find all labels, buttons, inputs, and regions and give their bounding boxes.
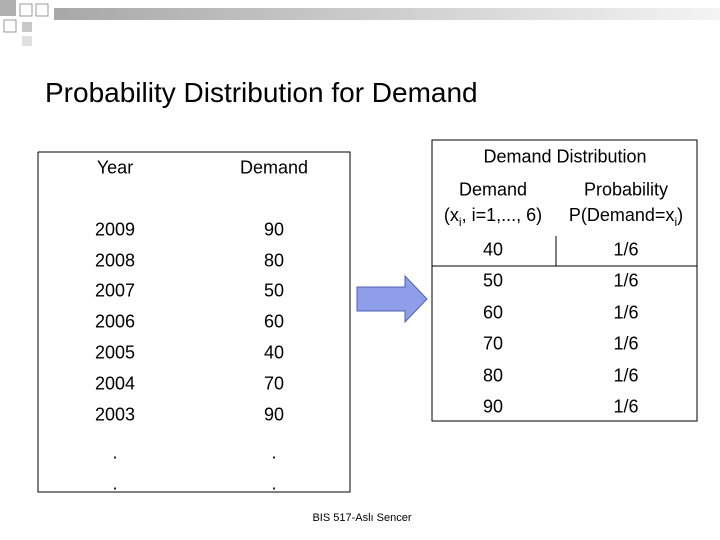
left-cell: 2009 <box>94 219 136 240</box>
left-cell: 50 <box>263 280 285 301</box>
right-cell: 1/6 <box>613 239 639 260</box>
deco-square <box>3 19 17 33</box>
left-cell: 70 <box>263 373 285 394</box>
left-cell: 40 <box>263 342 285 363</box>
left-cell: 2004 <box>94 373 136 394</box>
header-part: i <box>458 214 462 229</box>
left-header: Demand <box>239 157 309 178</box>
right-cell: 1/6 <box>613 396 639 417</box>
right-header-sub: P(Demand=xi) <box>569 205 683 229</box>
header-part: ) <box>677 205 684 226</box>
right-cell: 1/6 <box>613 365 639 386</box>
right-header: Demand <box>458 179 528 200</box>
right-table-title: Demand Distribution <box>483 146 647 167</box>
right-header-sub: (xi, i=1,..., 6) <box>444 205 542 229</box>
left-cell: . <box>271 442 277 463</box>
left-cell: 2006 <box>94 311 136 332</box>
deco-square <box>35 3 49 17</box>
deco-bar <box>54 8 720 20</box>
right-cell: 80 <box>482 365 504 386</box>
right-cell: 1/6 <box>613 302 639 323</box>
deco-square <box>22 36 32 46</box>
left-cell: 2005 <box>94 342 136 363</box>
left-cell: . <box>112 442 118 463</box>
right-header: Probability <box>583 179 669 200</box>
right-cell: 60 <box>482 302 504 323</box>
right-cell: 90 <box>482 396 504 417</box>
deco-square <box>22 22 32 32</box>
left-cell: 2008 <box>94 250 136 271</box>
left-table-border <box>37 151 351 493</box>
header-part: P(Demand=x <box>568 205 675 226</box>
deco-square <box>0 0 16 16</box>
left-cell: 2003 <box>94 404 136 425</box>
left-cell: 80 <box>263 250 285 271</box>
right-cell: 70 <box>482 333 504 354</box>
title: Probability Distribution for Demand <box>45 77 478 108</box>
deco-square <box>19 3 33 17</box>
footer: BIS 517-Aslı Sencer <box>312 512 412 524</box>
left-header: Year <box>96 157 134 178</box>
right-cell: 40 <box>482 239 504 260</box>
left-cell: 2007 <box>94 280 136 301</box>
left-cell: 90 <box>263 404 285 425</box>
right-cell: 1/6 <box>613 333 639 354</box>
right-table-border <box>431 139 698 422</box>
arrow <box>356 274 428 324</box>
left-cell: . <box>112 473 118 494</box>
left-cell: 90 <box>263 219 285 240</box>
header-part: i <box>674 214 678 229</box>
right-cell: 1/6 <box>613 270 639 291</box>
right-cell: 50 <box>482 270 504 291</box>
left-cell: . <box>271 473 277 494</box>
header-part: (x <box>443 205 459 226</box>
left-cell: 60 <box>263 311 285 332</box>
header-part: , i=1,..., 6) <box>461 205 543 226</box>
